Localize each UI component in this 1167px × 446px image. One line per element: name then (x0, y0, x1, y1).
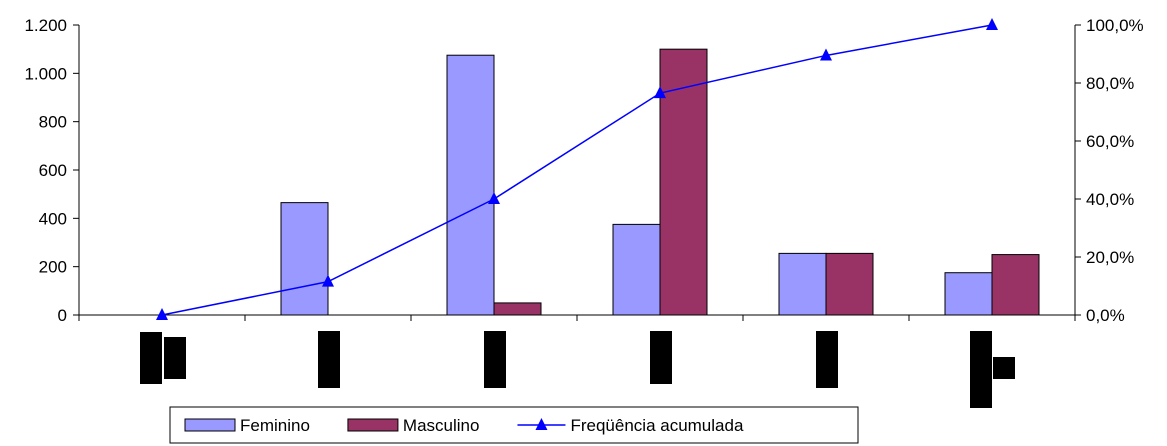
category-label-1 (140, 332, 162, 384)
cumulative-point (488, 192, 500, 204)
x-category-labels (140, 331, 1015, 408)
bar-feminino (778, 252, 827, 316)
y-right-tick-label: 60,0% (1086, 132, 1134, 151)
y-left-tick-label: 0 (58, 306, 67, 325)
category-label-1 (164, 337, 186, 379)
cumulative-line (161, 24, 993, 316)
y-left-tick-label: 1.200 (24, 16, 67, 35)
y-right-tick-label: 20,0% (1086, 248, 1134, 267)
category-label-3 (484, 331, 506, 388)
cumulative-point (820, 48, 832, 61)
bar-feminino (612, 223, 661, 316)
bar-masculino (991, 254, 1040, 316)
y-left-tick-label: 600 (39, 161, 67, 180)
y-right-tick-label: 40,0% (1086, 190, 1134, 209)
category-label-6 (993, 357, 1015, 379)
bar-feminino (446, 54, 495, 316)
category-label-6 (970, 331, 992, 408)
legend: Feminino Masculino Freqüência acumulada (169, 406, 859, 444)
legend-label: Masculino (403, 416, 480, 435)
bar-masculino (493, 302, 542, 316)
bar-masculino (825, 252, 874, 316)
bar-feminino (280, 202, 329, 316)
y-left-tick-label: 400 (39, 209, 67, 228)
cumulative-point (654, 86, 666, 99)
category-label-5 (816, 331, 838, 388)
cumulative-point (322, 274, 334, 287)
legend-label: Freqüência acumulada (570, 416, 743, 435)
legend-swatch-feminino (184, 418, 236, 432)
plot-area: 0 200 400 600 800 1.000 1.200 0,0% 20,0% 40,0% 60,… (24, 16, 1143, 325)
y-right-tick-label: 100,0% (1086, 16, 1144, 35)
y-left-tick-label: 1.000 (24, 64, 67, 83)
legend-marker (535, 418, 548, 430)
y-right-tick-label: 0,0% (1086, 306, 1125, 325)
y-right-tick-label: 80,0% (1086, 74, 1134, 93)
legend-label: Feminino (240, 416, 310, 435)
y-left-tick-label: 200 (39, 258, 67, 277)
category-label-2 (318, 331, 340, 388)
bar-masculino (659, 48, 708, 316)
legend-box (169, 406, 859, 444)
legend-swatch-masculino (347, 418, 399, 432)
bar-feminino (944, 272, 993, 316)
category-label-4 (650, 331, 672, 384)
cumulative-point (986, 18, 998, 30)
y-left-tick-label: 800 (39, 113, 67, 132)
cumulative-point (156, 308, 168, 320)
